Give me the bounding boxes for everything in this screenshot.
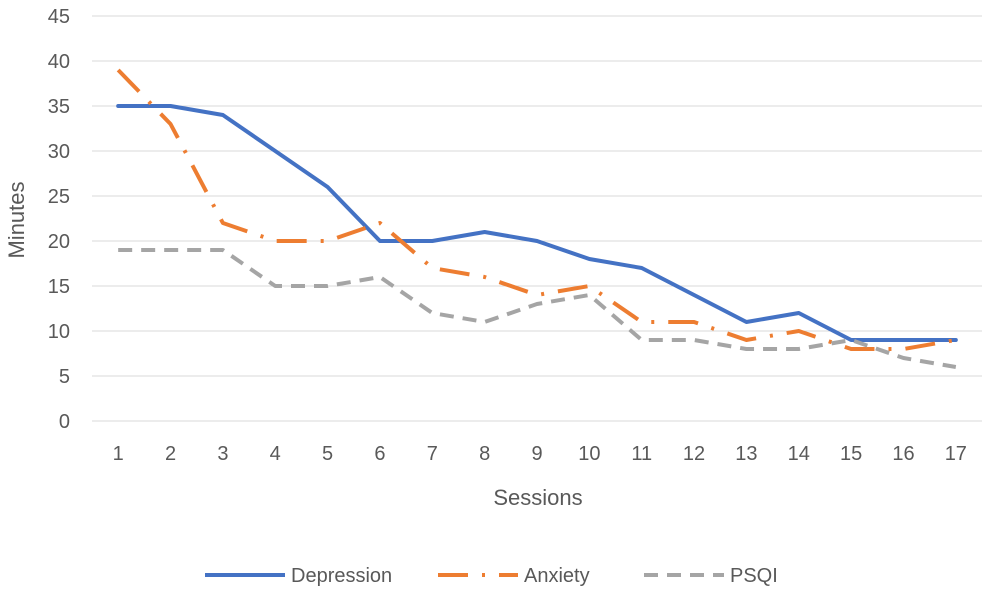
series-line-depression [116,104,958,342]
series-line-anxiety [116,68,957,351]
x-tick-label: 8 [479,443,490,465]
x-axis-title: Sessions [493,485,582,510]
x-axis-ticks: 1 2 3 4 5 6 7 8 9 10 11 12 13 14 15 16 17 [113,443,967,465]
y-tick-label: 35 [48,96,70,118]
gridlines [92,15,982,422]
x-tick-label: 3 [217,443,228,465]
legend-label-psqi: PSQI [730,565,778,587]
x-tick-label: 17 [945,443,967,465]
series-line-psqi [118,248,957,369]
legend: Depression Anxiety PSQI [205,565,778,587]
y-tick-label: 20 [48,231,70,253]
x-tick-label: 4 [270,443,281,465]
x-tick-label: 12 [683,443,705,465]
y-tick-label: 45 [48,6,70,28]
x-tick-label: 13 [735,443,757,465]
y-axis-title: Minutes [4,181,29,258]
y-axis-ticks: 0 5 10 15 20 25 30 35 40 45 [48,6,70,433]
y-tick-label: 15 [48,276,70,298]
legend-label-anxiety: Anxiety [524,565,590,587]
x-tick-label: 11 [631,443,652,465]
x-tick-label: 14 [788,443,810,465]
y-tick-label: 30 [48,141,70,163]
y-tick-label: 10 [48,321,70,343]
x-tick-label: 2 [165,443,176,465]
x-tick-label: 5 [322,443,333,465]
y-tick-label: 40 [48,51,70,73]
x-tick-label: 6 [374,443,385,465]
x-tick-label: 9 [531,443,542,465]
legend-label-depression: Depression [291,565,392,587]
x-tick-label: 10 [578,443,600,465]
y-tick-label: 5 [59,366,70,388]
y-tick-label: 0 [59,411,70,433]
series-lines [116,68,958,369]
x-tick-label: 16 [892,443,914,465]
x-tick-label: 7 [427,443,438,465]
y-tick-label: 25 [48,186,70,208]
x-tick-label: 1 [113,443,124,465]
x-tick-label: 15 [840,443,862,465]
